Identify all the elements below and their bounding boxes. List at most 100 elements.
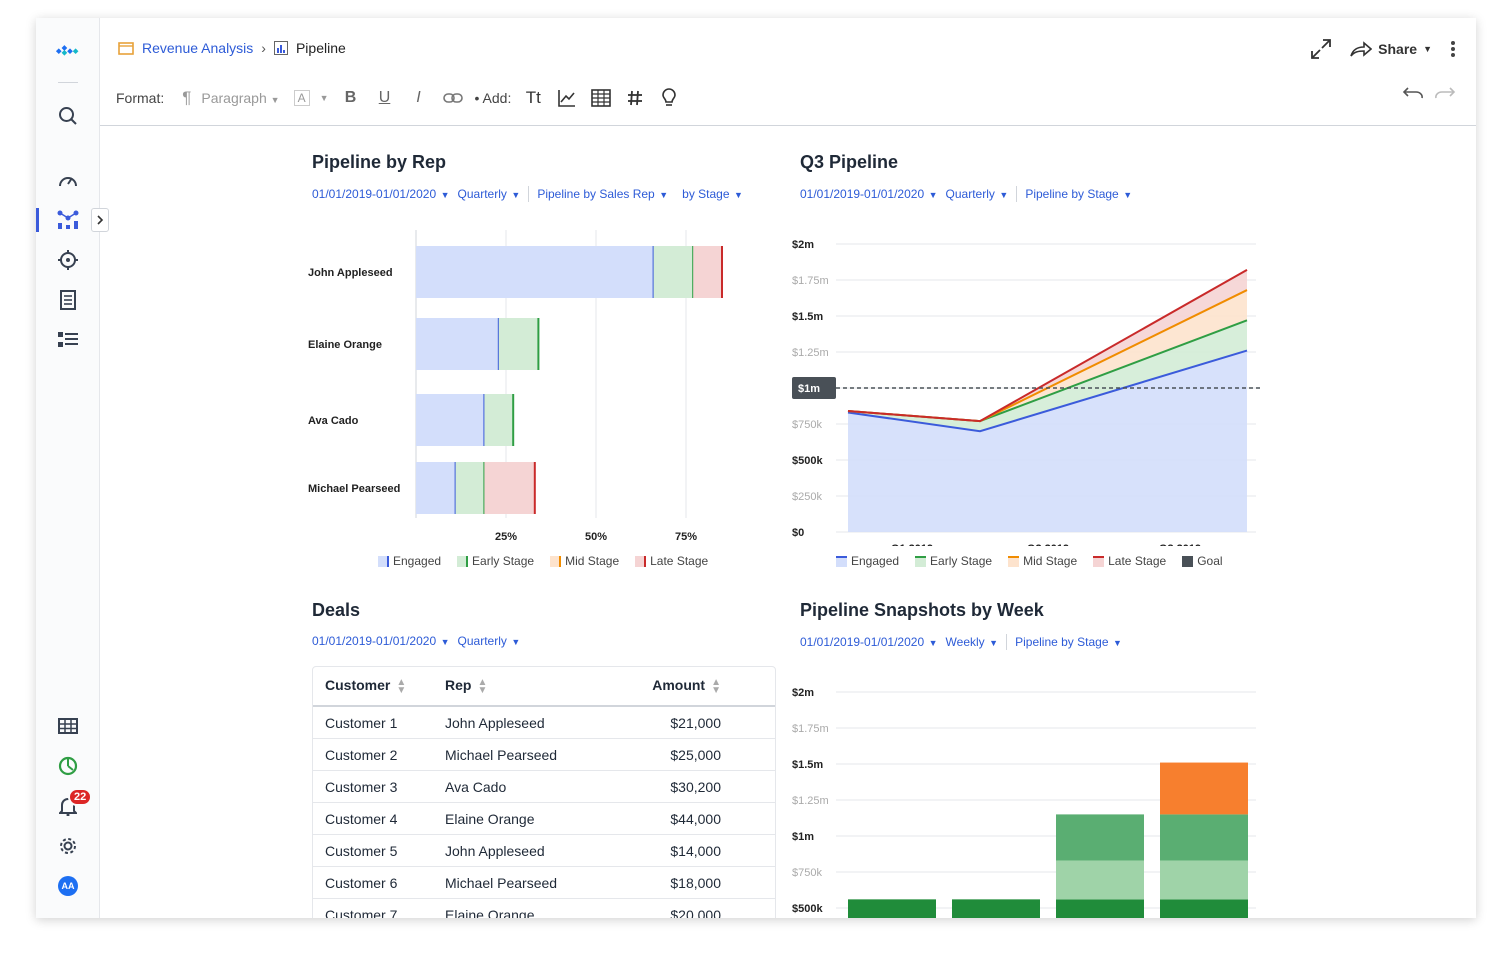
column-segment [1160, 860, 1248, 900]
date-range-filter[interactable]: 01/01/2019-01/01/2020 ▼ [800, 635, 938, 649]
bar-segment [455, 462, 485, 514]
italic-button[interactable]: I [416, 89, 421, 106]
link-icon[interactable] [441, 86, 465, 110]
more-vertical-icon[interactable] [1450, 40, 1456, 58]
legend-swatch [836, 555, 847, 567]
view-filter[interactable]: Pipeline by Sales Rep ▼ [537, 187, 668, 201]
table-grid-icon[interactable] [56, 714, 80, 738]
status-circle-icon[interactable] [56, 754, 80, 778]
period-filter[interactable]: Quarterly ▼ [946, 187, 1009, 201]
cell-amount: $25,000 [670, 746, 721, 763]
period-label: Quarterly [457, 634, 507, 648]
cell-rep: John Appleseed [445, 714, 545, 731]
table-row[interactable]: Customer 2 Michael Pearseed $25,000 [313, 739, 775, 771]
settings-gear-icon[interactable] [56, 834, 80, 858]
fullscreen-icon[interactable] [1310, 38, 1332, 60]
pipeline-by-rep-title: Pipeline by Rep [312, 152, 447, 172]
caret-down-icon[interactable]: ▼ [319, 93, 329, 103]
column-segment [952, 899, 1040, 918]
bar-segment [484, 462, 535, 514]
analysis-network-icon[interactable] [56, 208, 80, 232]
column-header-rep[interactable]: Rep ▲ ▼ [445, 677, 635, 695]
font-color-button[interactable]: A [293, 90, 310, 106]
dashboard-gauge-icon[interactable] [56, 168, 80, 192]
group-filter[interactable]: by Stage ▼ [682, 187, 743, 201]
cell-amount: $44,000 [670, 810, 721, 827]
bar-segment [484, 394, 514, 446]
sort-icon: ▲ ▼ [711, 676, 721, 696]
underline-button[interactable]: U [378, 89, 391, 106]
pipeline-by-rep-legend: Engaged Early Stage Mid Stage Late Stage [378, 554, 708, 568]
share-button[interactable]: Share ▼ [1350, 41, 1432, 57]
view-filter[interactable]: Pipeline by Stage ▼ [1025, 187, 1132, 201]
legend-label: Engaged [851, 554, 900, 568]
caret-down-icon: ▼ [1120, 190, 1133, 200]
pipeline-by-rep-filters: 01/01/2019-01/01/2020 ▼ Quarterly ▼ Pipe… [312, 186, 743, 202]
column-segment [848, 899, 936, 918]
y-tick-label: $2m [792, 687, 814, 699]
breadcrumb-current: Pipeline [295, 40, 346, 56]
caret-down-icon: ▼ [656, 190, 669, 200]
table-row[interactable]: Customer 6 Michael Pearseed $18,000 [313, 867, 775, 899]
cell-rep: Michael Pearseed [445, 874, 558, 891]
bar-segment [416, 318, 499, 370]
text-insert-icon[interactable]: Tt [525, 88, 541, 107]
legend-swatch [915, 555, 927, 567]
undo-icon[interactable] [1402, 86, 1424, 100]
breadcrumb-parent[interactable]: Revenue Analysis [142, 40, 254, 56]
chevron-right-icon: › [261, 40, 266, 56]
list-icon[interactable] [56, 328, 80, 352]
legend-label: Engaged [393, 554, 442, 568]
column-header-amount[interactable]: Amount ▲ ▼ [635, 676, 721, 696]
view-filter[interactable]: Pipeline by Stage ▼ [1015, 635, 1122, 649]
table-row[interactable]: Customer 7 Elaine Orange $20,000 [313, 899, 775, 919]
table-row[interactable]: Customer 3 Ava Cado $30,200 [313, 771, 775, 803]
cell-customer: Customer 1 [325, 714, 398, 731]
x-tick-label: 25% [495, 531, 517, 543]
chart-insert-icon[interactable] [555, 86, 579, 110]
legend-swatch [378, 555, 389, 567]
target-icon[interactable] [56, 248, 80, 272]
cell-customer: Customer 3 [325, 778, 398, 795]
y-tick-label: $2m [792, 239, 814, 251]
table-insert-icon[interactable] [589, 86, 613, 110]
cell-amount: $14,000 [670, 842, 721, 859]
column-segment [1056, 899, 1144, 918]
date-range-label: 01/01/2019-01/01/2020 [312, 187, 437, 201]
redo-icon[interactable] [1434, 86, 1456, 100]
period-filter[interactable]: Weekly ▼ [946, 635, 999, 649]
legend-swatch [457, 555, 469, 567]
column-segment [1056, 860, 1144, 900]
legend-label: Early Stage [472, 554, 535, 568]
caret-down-icon: ▼ [1423, 44, 1432, 54]
bar-segment [416, 246, 654, 298]
bold-button[interactable]: B [344, 89, 357, 106]
logo-icon[interactable] [56, 38, 80, 62]
q3-pipeline-legend: Engaged Early Stage Mid Stage Late Stage… [836, 554, 1223, 568]
document-icon[interactable] [56, 288, 80, 312]
paragraph-select[interactable]: Paragraph ▼ [201, 90, 279, 106]
sidebar-expand-button[interactable] [91, 208, 109, 232]
caret-down-icon: ▼ [508, 637, 521, 647]
caret-down-icon: ▼ [926, 190, 938, 200]
caret-down-icon: ▼ [731, 190, 743, 200]
period-filter[interactable]: Quarterly ▼ [458, 634, 521, 648]
table-row[interactable]: Customer 1 John Appleseed $21,000 [313, 707, 775, 739]
category-label: John Appleseed [308, 267, 393, 279]
date-range-filter[interactable]: 01/01/2019-01/01/2020 ▼ [800, 187, 938, 201]
table-row[interactable]: Customer 5 John Appleseed $14,000 [313, 835, 775, 867]
user-avatar[interactable]: AA [58, 876, 78, 896]
search-icon[interactable] [56, 104, 80, 128]
cell-amount: $21,000 [670, 714, 721, 731]
period-filter[interactable]: Quarterly ▼ [458, 187, 521, 201]
date-range-filter[interactable]: 01/01/2019-01/01/2020 ▼ [312, 187, 450, 201]
app-window: 22 AA Revenue Analysis › Pipeline Share … [36, 18, 1476, 918]
hashtag-metric-icon[interactable] [623, 86, 647, 110]
sidebar-divider [58, 82, 78, 83]
legend-swatch [1093, 555, 1105, 567]
table-row[interactable]: Customer 4 Elaine Orange $44,000 [313, 803, 775, 835]
column-header-customer[interactable]: Customer ▲ ▼ [313, 677, 445, 695]
legend-item-late-stage: Late Stage [1093, 554, 1166, 568]
lightbulb-insight-icon[interactable] [657, 86, 681, 110]
date-range-filter[interactable]: 01/01/2019-01/01/2020 ▼ [312, 634, 450, 648]
